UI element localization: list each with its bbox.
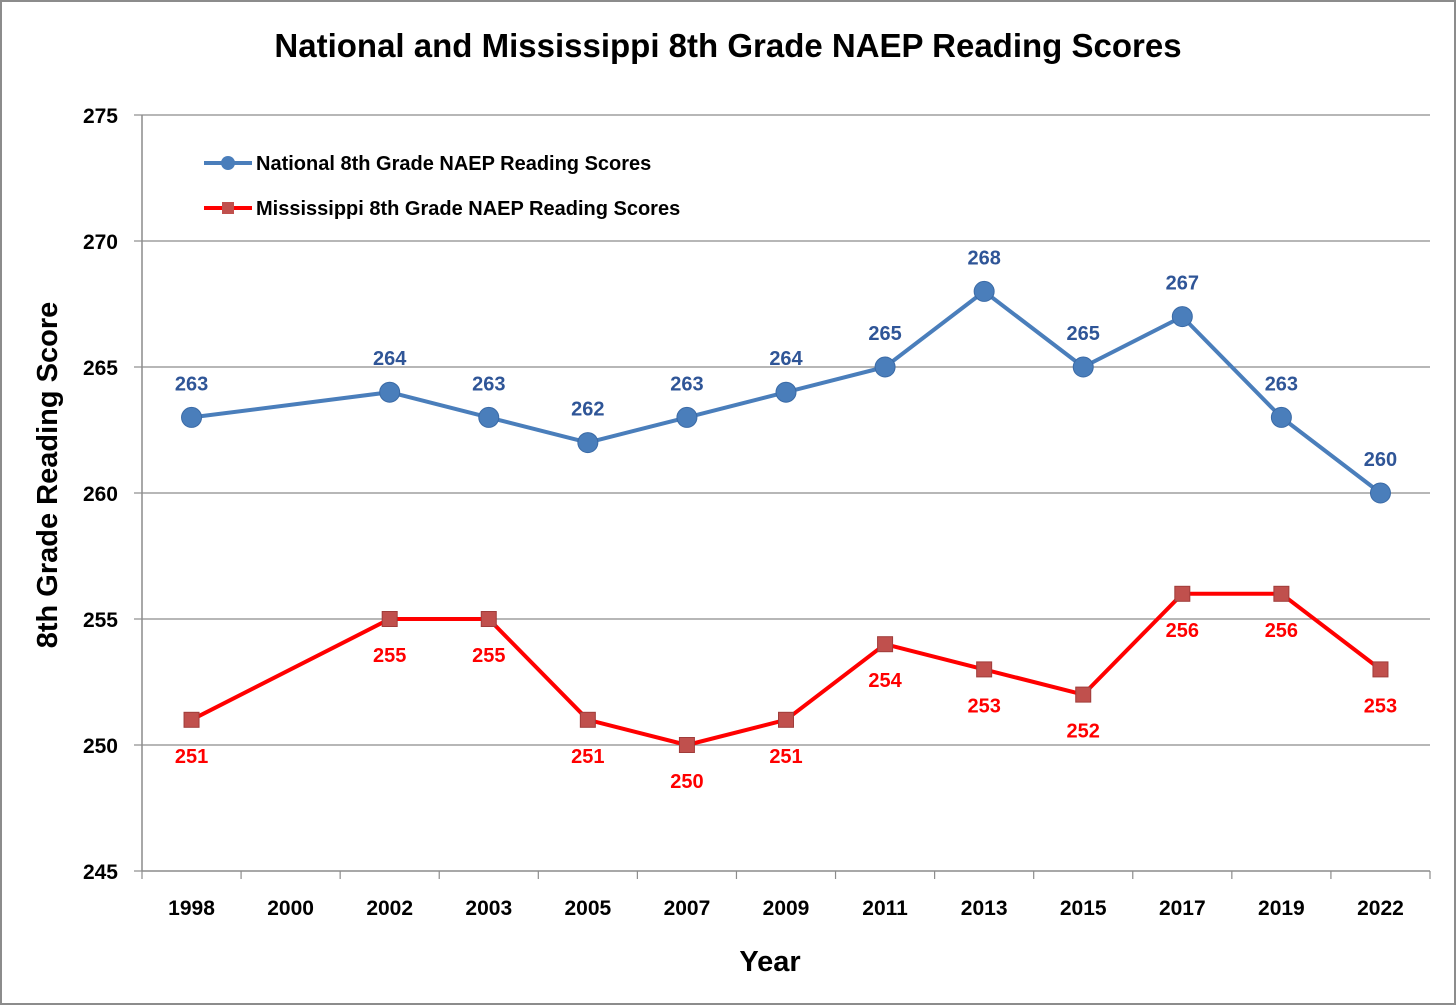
x-tick-label: 2022 — [1357, 897, 1404, 920]
national-data-label: 265 — [868, 323, 901, 345]
national-data-label: 264 — [769, 348, 803, 370]
national-point — [379, 381, 401, 403]
x-tick-label: 2000 — [267, 897, 314, 920]
x-tick-label: 1998 — [168, 897, 215, 920]
national-point — [1270, 406, 1292, 428]
legend: National 8th Grade NAEP Reading Scores Mi… — [204, 153, 680, 220]
mississippi-data-label: 252 — [1067, 721, 1100, 743]
mississippi-point — [381, 611, 398, 627]
national-data-label: 265 — [1067, 323, 1100, 345]
mississippi-point — [1174, 585, 1191, 602]
national-point — [676, 406, 698, 428]
mississippi-point — [1273, 585, 1290, 602]
mississippi-data-label: 256 — [1265, 620, 1298, 642]
y-axis-ticks: 245 250 255 260 265 270 275 — [83, 105, 142, 884]
mississippi-data-label: 251 — [571, 746, 604, 768]
y-tick-label: 260 — [83, 483, 118, 506]
y-axis-title: 8th Grade Reading Score — [32, 302, 64, 649]
x-tick-label: 2002 — [366, 897, 413, 920]
x-tick-label: 2011 — [862, 897, 908, 920]
national-data-label: 263 — [670, 373, 703, 395]
legend-mississippi-label: Mississippi 8th Grade NAEP Reading Score… — [256, 198, 680, 220]
mississippi-point — [778, 711, 794, 728]
x-tick-label: 2015 — [1060, 897, 1107, 920]
x-tick-label: 2017 — [1159, 897, 1206, 920]
x-axis-title: Year — [739, 946, 800, 978]
gridlines — [142, 114, 1430, 746]
mississippi-data-label: 256 — [1166, 620, 1199, 642]
legend-national-label: National 8th Grade NAEP Reading Scores — [256, 153, 651, 175]
national-point — [577, 432, 599, 454]
y-tick-label: 255 — [83, 609, 118, 632]
mississippi-point — [579, 711, 596, 728]
x-tick-label: 2003 — [465, 897, 512, 920]
national-data-label: 264 — [373, 348, 407, 370]
y-tick-label: 250 — [83, 735, 118, 758]
national-data-label: 260 — [1364, 449, 1397, 471]
national-point — [478, 406, 500, 428]
national-data-label: 263 — [1265, 373, 1298, 395]
y-tick-label: 275 — [83, 105, 118, 128]
y-tick-label: 265 — [83, 357, 118, 380]
mississippi-point — [976, 661, 993, 678]
national-point — [181, 406, 203, 428]
chart-title: National and Mississippi 8th Grade NAEP … — [274, 27, 1181, 64]
mississippi-series-line — [190, 591, 1382, 747]
mississippi-data-label: 255 — [373, 645, 406, 667]
mississippi-point — [678, 737, 695, 753]
national-point — [775, 381, 797, 403]
mississippi-data-label: 250 — [670, 771, 703, 793]
legend-mississippi-marker — [222, 202, 234, 214]
x-axis-ticks: 1998 2000 2002 2003 2005 2007 2009 2011 2013 2015… — [141, 871, 1431, 920]
x-tick-label: 2007 — [664, 897, 711, 920]
y-tick-label: 270 — [83, 231, 118, 254]
national-data-label: 263 — [175, 373, 208, 395]
x-tick-label: 2005 — [564, 897, 611, 920]
national-data-label: 262 — [571, 399, 604, 421]
national-point — [973, 280, 995, 302]
x-tick-label: 2009 — [763, 897, 810, 920]
mississippi-data-label: 253 — [967, 695, 1000, 717]
mississippi-point — [1075, 686, 1092, 703]
national-point — [1171, 306, 1193, 328]
national-point — [1369, 482, 1391, 504]
mississippi-data-label: 253 — [1364, 695, 1397, 717]
x-tick-label: 2019 — [1258, 897, 1305, 920]
mississippi-point — [480, 611, 497, 627]
national-point — [874, 356, 896, 378]
x-tick-label: 2013 — [961, 897, 1008, 920]
mississippi-point — [1372, 661, 1389, 678]
mississippi-point — [877, 636, 894, 653]
national-point — [1072, 356, 1094, 378]
national-data-label: 267 — [1166, 273, 1199, 295]
mississippi-data-label: 251 — [769, 746, 802, 768]
national-data-label: 268 — [967, 247, 1000, 269]
legend-national-marker — [221, 156, 235, 170]
mississippi-point — [183, 711, 200, 728]
mississippi-data-label: 254 — [868, 670, 902, 692]
y-tick-label: 245 — [83, 861, 118, 884]
mississippi-data-label: 255 — [472, 645, 505, 667]
national-data-label: 263 — [472, 373, 505, 395]
mississippi-data-label: 251 — [175, 746, 208, 768]
series-group: 263 264 263 262 263 264 265 268 265 267 263 260 251 2… — [175, 247, 1397, 793]
national-series-line — [191, 289, 1382, 495]
